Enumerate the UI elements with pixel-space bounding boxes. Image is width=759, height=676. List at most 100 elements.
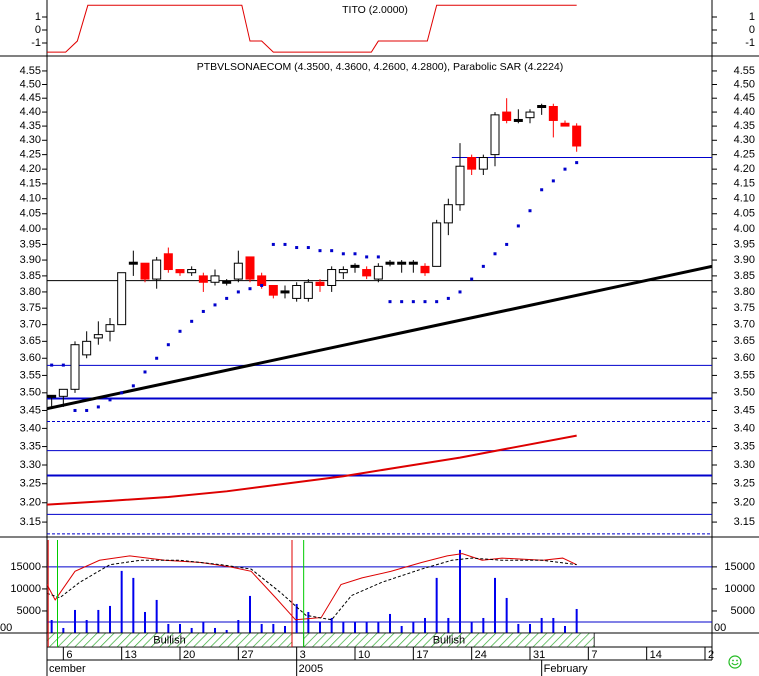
y-tick-label-right: 4.45: [734, 92, 755, 104]
volume-bar: [435, 577, 438, 633]
y-tick-label: 3.80: [20, 286, 41, 298]
volume-bar: [494, 577, 496, 633]
y-tick-label-right: 3.25: [734, 478, 755, 490]
y-tick-label-right: 4.40: [734, 106, 755, 118]
x-tick-label: 14: [650, 649, 662, 661]
y-tick-label-right: 15000: [724, 561, 755, 573]
volume-bar: [167, 623, 170, 633]
y-tick-label-right: 0: [749, 24, 755, 36]
candle-body: [117, 272, 127, 326]
sar-dot: [166, 343, 170, 347]
candle-body: [315, 281, 325, 286]
volume-bar: [155, 599, 158, 633]
y-tick-label-right: 3.75: [734, 302, 755, 314]
x-tick-label: 27: [241, 649, 253, 661]
y-tick-label-right: 3.55: [734, 369, 755, 381]
volume-bar: [62, 627, 65, 633]
volume-bar: [225, 630, 228, 633]
month-label: February: [544, 663, 589, 675]
sar-dot: [540, 188, 544, 192]
y-tick-label: 4.25: [20, 149, 41, 161]
y-tick-label-right: 4.00: [734, 223, 755, 235]
volume-bar: [482, 617, 485, 633]
y-tick-label-right: 4.10: [734, 193, 755, 205]
volume-bar: [202, 621, 205, 633]
candle-body: [572, 125, 582, 147]
candle-body: [233, 262, 243, 280]
volume-bar: [120, 570, 123, 633]
y-tick-label-right: 3.60: [734, 352, 755, 364]
candle-body: [58, 388, 68, 397]
sar-dot: [131, 384, 135, 388]
candle-body: [187, 269, 197, 274]
candle-body: [408, 261, 418, 265]
y-tick-label: 4.55: [20, 65, 41, 77]
sar-dot: [388, 300, 392, 304]
volume-bar: [412, 621, 415, 633]
sar-dot: [400, 300, 404, 304]
sar-dot: [458, 290, 462, 294]
indicator-line: [47, 4, 577, 53]
sar-dot: [516, 224, 520, 228]
candle-body: [70, 344, 80, 390]
volume-bar: [179, 623, 181, 633]
y-tick-label-right: 4.20: [734, 163, 755, 175]
y-tick-label: 3.55: [20, 369, 41, 381]
candle-body: [292, 284, 302, 299]
sar-dot: [446, 296, 450, 300]
candle-body: [385, 261, 395, 265]
x-tick-label: 31: [533, 649, 545, 661]
volume-bar: [272, 623, 275, 633]
trendline: [47, 264, 712, 411]
y-tick-label-right: 3.35: [734, 440, 755, 452]
y-tick-label: 3.20: [20, 497, 41, 509]
y-tick-label: 3.30: [20, 459, 41, 471]
y-tick-label-right: 3.40: [734, 422, 755, 434]
candle-body: [490, 114, 500, 156]
sar-dot: [120, 391, 124, 395]
y-tick-label-right: 3.45: [734, 404, 755, 416]
partial-tick-label: 00: [0, 622, 12, 634]
candle-body: [513, 118, 523, 122]
sar-dot: [481, 264, 485, 268]
y-tick-label: 3.45: [20, 404, 41, 416]
candle-body: [478, 157, 488, 170]
sar-dot: [563, 167, 567, 171]
y-tick-label: 15000: [10, 561, 41, 573]
sar-dot: [190, 319, 194, 323]
sar-dot: [85, 408, 89, 412]
candle-body: [105, 324, 115, 332]
smiley: [728, 655, 742, 669]
sar-dot: [505, 242, 509, 246]
x-tick-label: 3: [300, 649, 306, 661]
sar-dot: [318, 249, 322, 253]
volume-bar: [144, 611, 146, 633]
sar-dot: [50, 363, 54, 367]
sar-dot: [295, 246, 299, 250]
sar-dot: [341, 252, 345, 256]
y-tick-label-right: 3.20: [734, 497, 755, 509]
candle-body: [373, 265, 383, 280]
volume-bar: [424, 617, 426, 633]
sar-dot: [411, 300, 415, 304]
plot-area: [47, 98, 712, 535]
sar-dot: [551, 179, 555, 183]
y-tick-label-right: 3.65: [734, 335, 755, 347]
candle-body: [140, 262, 150, 280]
volume-bar: [447, 617, 450, 633]
candle-body: [82, 340, 92, 356]
volume-bar: [85, 619, 88, 633]
volume-bar: [132, 577, 135, 633]
candle-body: [502, 111, 512, 121]
month-label: 2005: [299, 663, 323, 675]
y-tick-label-right: 1: [749, 11, 755, 23]
candle-body: [362, 269, 372, 277]
y-tick-label-right: 4.25: [734, 149, 755, 161]
y-tick-label: 3.85: [20, 270, 41, 282]
y-tick-label: 4.20: [20, 163, 41, 175]
sar-dot: [96, 405, 100, 409]
x-tick-label: 6: [66, 649, 72, 661]
sar-dot: [248, 287, 252, 291]
candle-body: [338, 269, 348, 274]
